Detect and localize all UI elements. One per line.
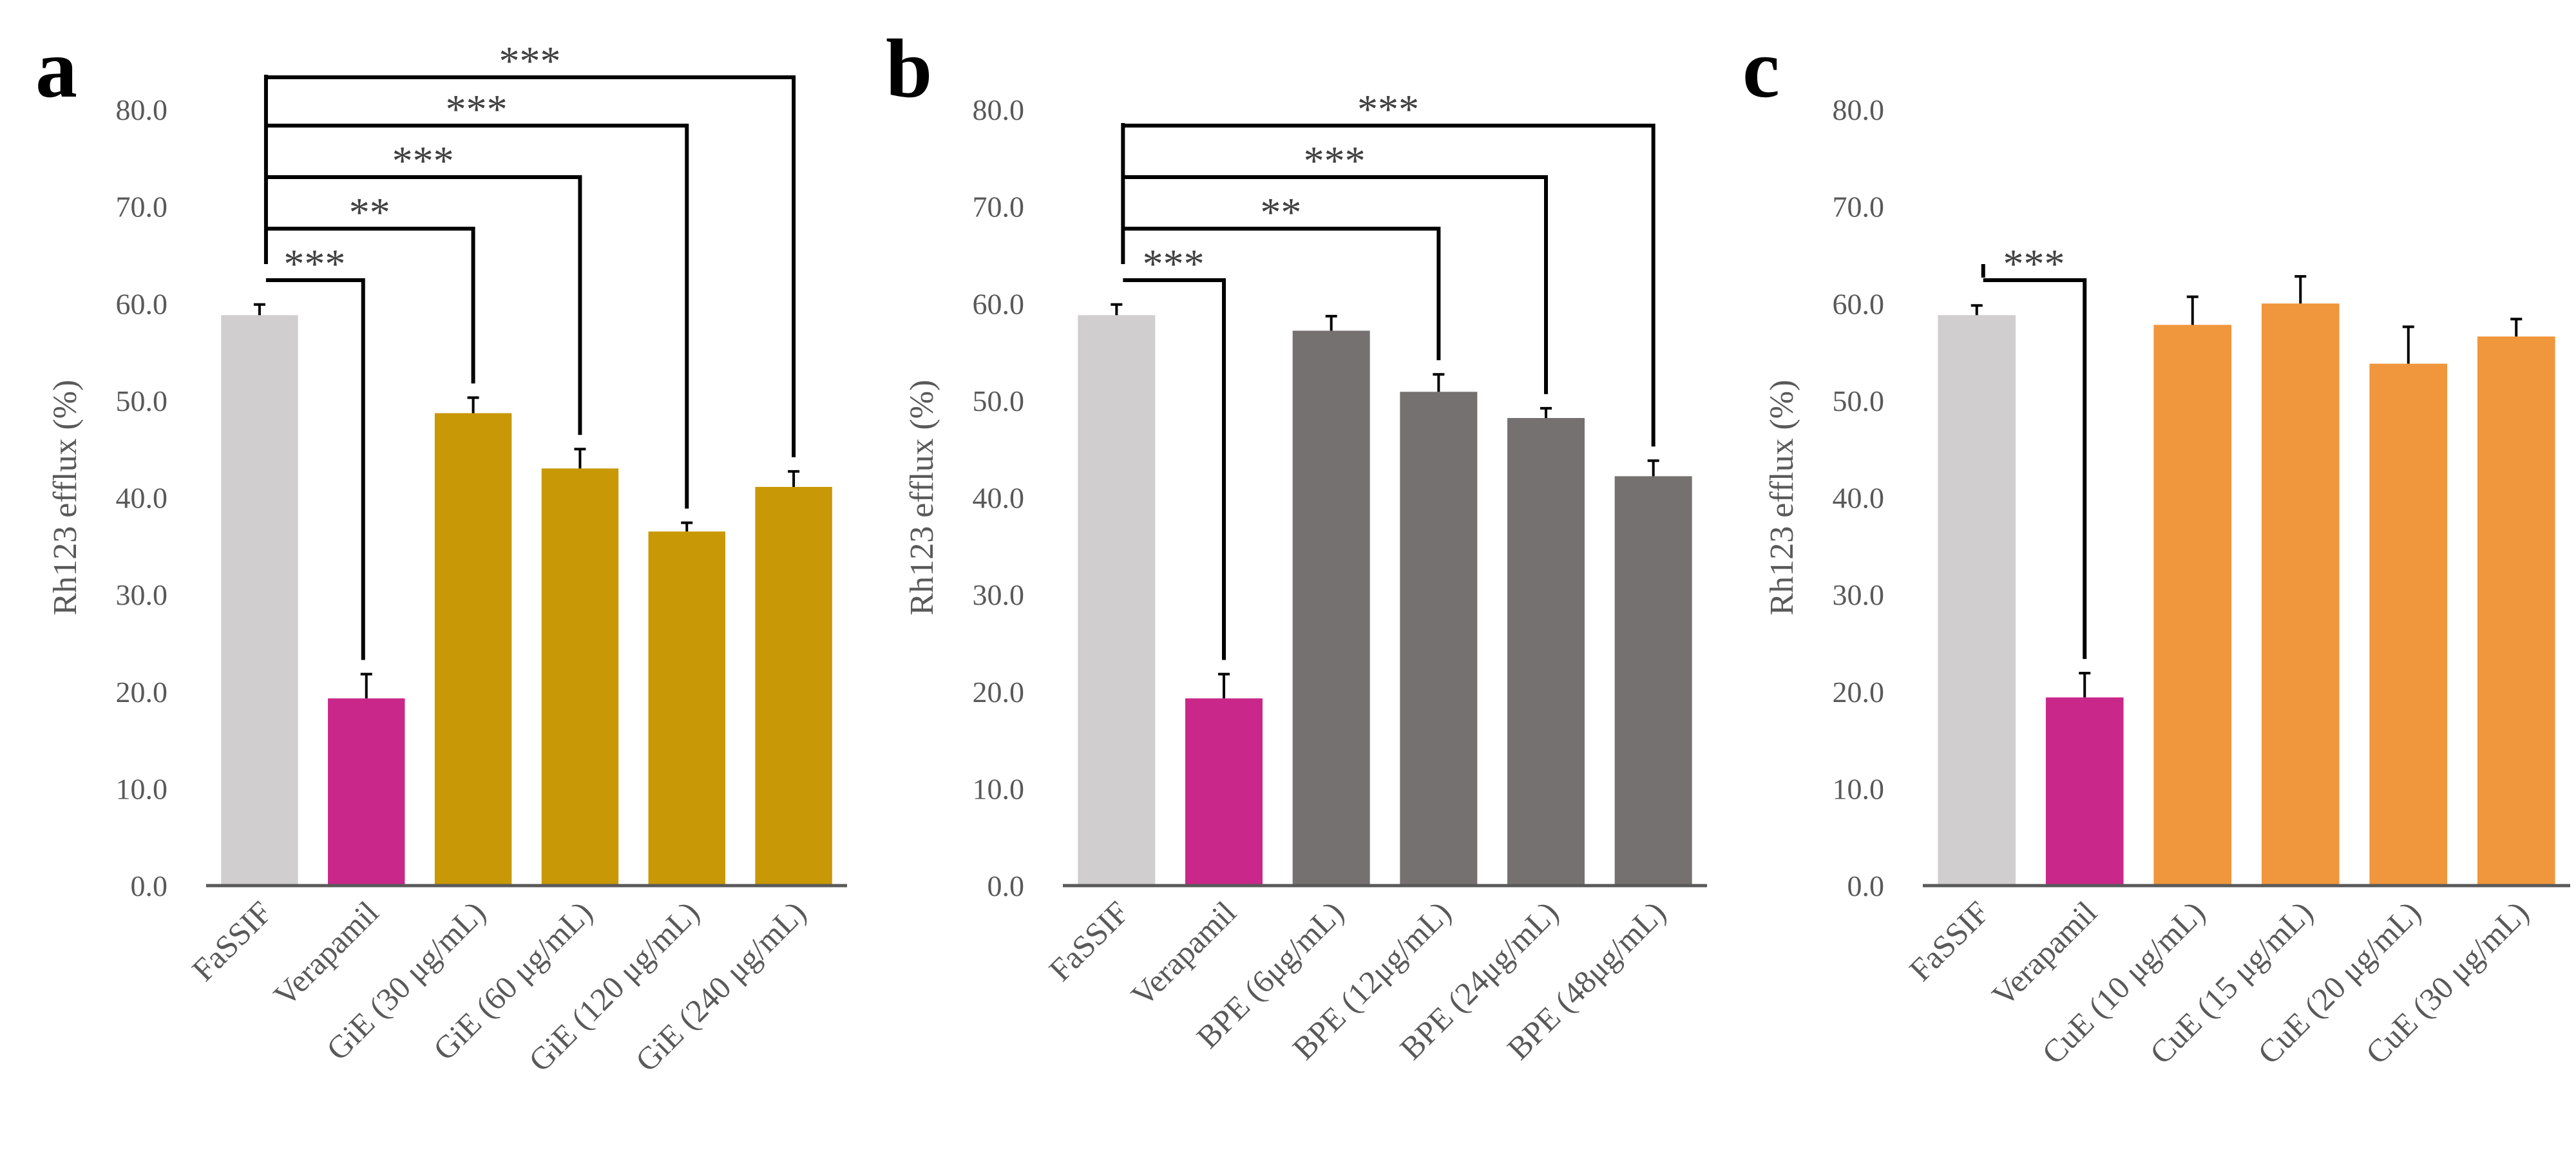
bar <box>648 531 725 886</box>
significance-label: *** <box>1304 138 1366 184</box>
sig-bracket <box>265 278 365 660</box>
bar <box>1078 315 1156 886</box>
panel-label: b <box>886 23 932 115</box>
y-tick-label: 70.0 <box>1833 191 1885 223</box>
y-tick-label: 40.0 <box>116 482 168 515</box>
sig-bracket <box>1123 278 1226 660</box>
sig-bracket <box>1123 227 1441 361</box>
bar <box>2153 325 2232 886</box>
sig-bracket <box>1123 124 1655 447</box>
significance-label: *** <box>2003 241 2065 287</box>
bar <box>2369 363 2448 886</box>
y-tick-label: 40.0 <box>1833 482 1885 515</box>
y-tick-label: 0.0 <box>131 870 168 902</box>
bar <box>755 486 832 886</box>
y-axis-title: Rh123 efflux (%) <box>904 380 940 616</box>
panel-label: c <box>1742 23 1780 115</box>
category-label: FaSSIF <box>1042 894 1136 988</box>
y-tick-label: 80.0 <box>973 93 1025 126</box>
sig-bracket <box>1983 278 2087 660</box>
y-axis-title: Rh123 efflux (%) <box>47 380 84 616</box>
y-tick-label: 20.0 <box>973 676 1025 708</box>
bar <box>1292 330 1370 886</box>
y-tick-label: 0.0 <box>987 870 1025 902</box>
y-tick-label: 30.0 <box>116 578 168 611</box>
y-tick-label: 70.0 <box>116 191 168 223</box>
bar <box>328 698 405 886</box>
panel-c: c 0.0 10.0 20.0 30.0 40.0 50.0 60.0 70.0 80.0 Rh12… <box>1742 23 2570 1071</box>
bar <box>2045 697 2124 886</box>
sig-bracket <box>265 75 796 457</box>
y-tick-label: 10.0 <box>973 772 1025 805</box>
significance-label: ** <box>1260 189 1301 235</box>
y-tick-label: 10.0 <box>1833 772 1885 805</box>
y-tick-label: 10.0 <box>116 772 168 805</box>
sig-bracket <box>1123 175 1548 394</box>
panel-a: a 0.0 10.0 20.0 30.0 40.0 50.0 60.0 70.0 80.0 Rh12… <box>35 23 847 1079</box>
bar <box>1400 392 1478 886</box>
bar <box>1185 698 1263 886</box>
y-tick-label: 20.0 <box>116 676 168 708</box>
significance-label: *** <box>446 86 508 132</box>
y-axis-title: Rh123 efflux (%) <box>1764 380 1800 616</box>
y-tick-label: 30.0 <box>1833 578 1885 611</box>
y-tick-label: 0.0 <box>1847 870 1885 902</box>
y-tick-label: 50.0 <box>116 385 168 417</box>
significance-label: *** <box>392 138 454 184</box>
y-tick-label: 50.0 <box>973 385 1025 417</box>
y-tick-label: 30.0 <box>973 578 1025 611</box>
bar <box>1614 476 1692 886</box>
y-tick-label: 40.0 <box>973 482 1025 515</box>
category-label: FaSSIF <box>1902 894 1996 988</box>
significance-label: *** <box>283 241 345 287</box>
significance-label: *** <box>1143 241 1205 287</box>
bar <box>221 315 298 886</box>
significance-label: *** <box>499 38 561 84</box>
bar <box>2477 336 2555 886</box>
y-tick-label: 70.0 <box>973 191 1025 223</box>
sig-bracket <box>265 227 475 384</box>
sig-bracket <box>265 175 582 435</box>
bar <box>1507 417 1585 886</box>
y-tick-label: 20.0 <box>1833 676 1885 708</box>
panel-label: a <box>35 23 77 115</box>
y-tick-label: 50.0 <box>1833 385 1885 417</box>
panel-b: b 0.0 10.0 20.0 30.0 40.0 50.0 60.0 70.0 80.0 Rh12… <box>886 23 1707 1067</box>
y-tick-label: 80.0 <box>1833 93 1885 126</box>
bar <box>1938 315 2016 886</box>
y-tick-label: 60.0 <box>1833 287 1885 320</box>
significance-label: *** <box>1357 86 1419 132</box>
bar <box>2261 303 2340 886</box>
bar <box>434 413 512 886</box>
bar <box>541 468 619 886</box>
y-tick-label: 60.0 <box>973 287 1025 320</box>
category-label: FaSSIF <box>185 894 279 988</box>
significance-label: ** <box>349 189 390 235</box>
sig-bracket <box>265 124 689 509</box>
y-tick-label: 60.0 <box>116 287 168 320</box>
y-tick-label: 80.0 <box>116 93 168 126</box>
